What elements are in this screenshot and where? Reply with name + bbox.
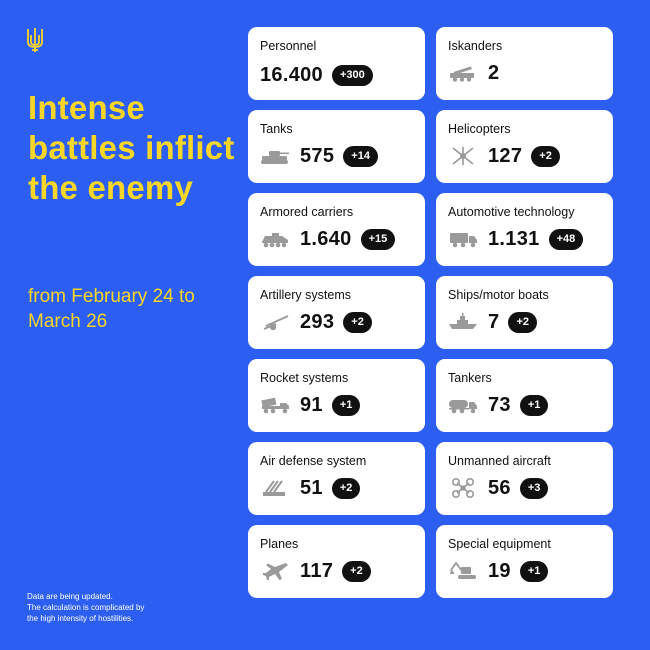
stat-label: Helicopters	[448, 122, 511, 136]
fuel-tanker-icon	[448, 395, 478, 415]
stat-card-helicopters: Helicopters 127 +2	[436, 110, 613, 183]
stat-delta-badge: +2	[343, 311, 372, 333]
stat-delta-badge: +2	[508, 311, 537, 333]
stat-card-automotive: Automotive technology 1.131 +48	[436, 193, 613, 266]
stat-label: Air defense system	[260, 454, 367, 468]
stat-delta-badge: +2	[531, 145, 560, 167]
stat-value: 2	[488, 61, 500, 84]
stat-card-planes: Planes 117 +2	[248, 525, 425, 598]
stat-delta-badge: +1	[519, 394, 549, 416]
stat-card-rocket-systems: Rocket systems 91 +1	[248, 359, 425, 432]
stat-delta-badge: +14	[343, 145, 378, 167]
stat-value: 91	[300, 393, 323, 416]
stat-label: Ships/motor boats	[448, 288, 549, 302]
tank-icon	[260, 146, 290, 166]
stat-label: Tanks	[260, 122, 293, 136]
stat-delta-badge: +2	[342, 560, 371, 582]
stat-value: 56	[488, 476, 511, 499]
stat-delta-badge: +48	[548, 228, 584, 250]
stat-value: 7	[488, 310, 500, 333]
stat-value: 51	[300, 476, 323, 499]
footnote-line: The calculation is complicated by	[27, 603, 145, 612]
stat-card-iskanders: Iskanders 2	[436, 27, 613, 100]
stat-label: Armored carriers	[260, 205, 354, 219]
stat-value: 127	[488, 144, 523, 167]
stat-label: Automotive technology	[448, 205, 575, 219]
helicopter-icon	[448, 146, 478, 166]
stat-card-artillery: Artillery systems 293 +2	[248, 276, 425, 349]
stat-delta-badge: +1	[331, 394, 361, 416]
truck-icon	[448, 229, 478, 249]
footnote: Data are being updated. The calculation …	[27, 591, 227, 624]
artillery-icon	[260, 312, 290, 332]
stat-card-armored-carriers: Armored carriers 1.640 +15	[248, 193, 425, 266]
plane-icon	[260, 561, 290, 581]
stat-value: 575	[300, 144, 335, 167]
air-defense-icon	[260, 478, 290, 498]
stat-value: 1.640	[300, 227, 352, 250]
stat-label: Iskanders	[448, 39, 503, 53]
footnote-line: the high intensity of hostilities.	[27, 614, 134, 623]
stat-delta-badge: +2	[331, 477, 361, 499]
stat-label: Personnel	[260, 39, 317, 53]
stats-grid: Personnel 16.400 +300 Iskanders 2 Tanks …	[248, 27, 613, 598]
stat-card-special-equipment: Special equipment 19 +1	[436, 525, 613, 598]
stat-delta-badge: +3	[519, 477, 549, 499]
stat-value: 293	[300, 310, 335, 333]
date-range: from February 24 to March 26	[28, 286, 195, 332]
stat-label: Unmanned aircraft	[448, 454, 551, 468]
stat-delta-badge: +1	[519, 560, 549, 582]
footnote-line: Data are being updated.	[27, 592, 113, 601]
stat-card-unmanned-aircraft: Unmanned aircraft 56 +3	[436, 442, 613, 515]
stat-value: 73	[488, 393, 511, 416]
stat-delta-badge: +15	[360, 228, 396, 250]
stat-delta-badge: +300	[331, 64, 373, 86]
stat-card-ships: Ships/motor boats 7 +2	[436, 276, 613, 349]
excavator-icon	[448, 561, 478, 581]
stat-label: Rocket systems	[260, 371, 349, 385]
drone-icon	[448, 478, 478, 498]
stat-label: Planes	[260, 537, 299, 551]
stat-card-tanks: Tanks 575 +14	[248, 110, 425, 183]
stat-value: 16.400	[260, 63, 323, 86]
ship-icon	[448, 312, 478, 332]
armored-carrier-icon	[260, 229, 290, 249]
stat-label: Special equipment	[448, 537, 551, 551]
headline: Intense battles inflict the enemy	[28, 89, 235, 206]
stat-label: Tankers	[448, 371, 492, 385]
stat-card-air-defense: Air defense system 51 +2	[248, 442, 425, 515]
stat-card-tankers: Tankers 73 +1	[436, 359, 613, 432]
stat-label: Artillery systems	[260, 288, 351, 302]
stat-value: 19	[488, 559, 511, 582]
rocket-launcher-icon	[260, 395, 290, 415]
stat-value: 1.131	[488, 227, 540, 250]
trident-icon	[26, 27, 44, 53]
stat-value: 117	[300, 559, 334, 582]
missile-launcher-icon	[448, 63, 478, 83]
stat-card-personnel: Personnel 16.400 +300	[248, 27, 425, 100]
